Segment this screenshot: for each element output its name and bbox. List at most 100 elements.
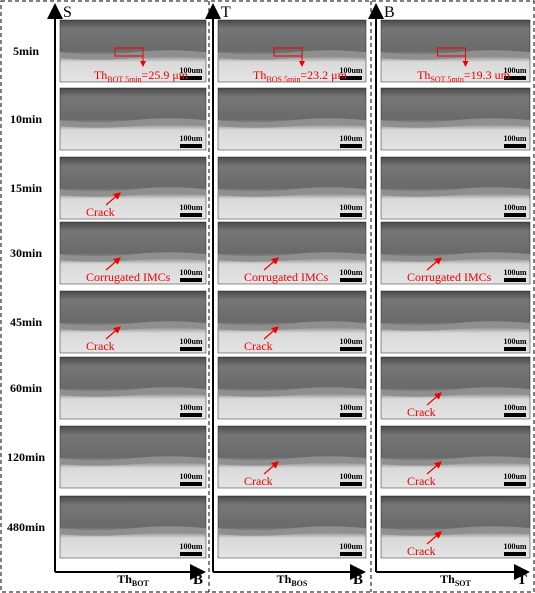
annotation-arrow: [426, 257, 442, 271]
imc-layer: [381, 187, 530, 197]
imc-layer: [60, 387, 206, 397]
row-label: 60min: [10, 381, 42, 395]
thickness-sub: BOT 5min: [107, 75, 141, 84]
imc-layer: [381, 387, 530, 397]
imc-layer: [381, 456, 530, 466]
scale-bar-label: 100um: [179, 134, 202, 143]
row-label: 10min: [10, 112, 42, 126]
scale-bar: [180, 213, 202, 217]
micrograph: [217, 87, 367, 151]
imc-layer: [218, 456, 366, 466]
scale-bar-label: 100um: [503, 203, 526, 212]
row-label: 30min: [10, 246, 42, 260]
scale-bar-label: 100um: [179, 203, 202, 212]
scale-bar: [340, 482, 362, 486]
scale-bar-label: 100um: [339, 203, 362, 212]
row-label: 45min: [10, 315, 42, 329]
imc-layer: [218, 118, 366, 128]
scale-bar-label: 100um: [503, 268, 526, 277]
axis-end-label: T: [517, 572, 527, 588]
row-label: 120min: [7, 450, 45, 464]
scale-bar: [340, 347, 362, 351]
scale-bar-label: 100um: [339, 66, 362, 75]
scale-bar-label: 100um: [503, 66, 526, 75]
axis-label: ThSOT: [440, 572, 471, 588]
scale-bar-label: 100um: [503, 542, 526, 551]
scale-bar: [504, 552, 526, 556]
scale-bar-label: 100um: [503, 472, 526, 481]
imc-layer: [60, 321, 206, 331]
imc-layer: [218, 187, 366, 197]
scale-bar: [504, 278, 526, 282]
axis-label: ThBOS: [277, 572, 308, 588]
scale-bar: [180, 482, 202, 486]
row-label: 15min: [10, 181, 42, 195]
imc-layer: [60, 456, 206, 466]
scale-bar: [504, 144, 526, 148]
thickness-main: Th: [94, 68, 107, 82]
scale-bar-label: 100um: [339, 268, 362, 277]
axis-label-main: Th: [277, 572, 292, 586]
scale-bar: [180, 278, 202, 282]
scale-bar: [180, 76, 202, 80]
annotation: Crack: [244, 339, 273, 353]
axis-end-label: B: [353, 572, 363, 588]
scale-bar: [340, 413, 362, 417]
axis-label-sub: BOS: [291, 579, 308, 588]
scale-bar-label: 100um: [179, 542, 202, 551]
annotation-arrow: [263, 326, 279, 340]
axis-top-label: T: [221, 4, 231, 21]
annotation: Crack: [407, 544, 436, 558]
scale-bar-label: 100um: [179, 66, 202, 75]
axis-end-label: B: [193, 572, 203, 588]
scale-bar-label: 100um: [503, 134, 526, 143]
scale-bar-label: 100um: [179, 337, 202, 346]
axis-top-label: S: [63, 4, 72, 21]
imc-layer: [218, 321, 366, 331]
annotation: Crack: [244, 474, 273, 488]
imc-layer: [381, 321, 530, 331]
scale-bar-label: 100um: [179, 268, 202, 277]
axis-label-main: Th: [440, 572, 455, 586]
axis-label-sub: BOT: [132, 579, 150, 588]
scale-bar: [340, 213, 362, 217]
thickness-sub: SOT 5min: [430, 75, 463, 84]
thickness-value: =23.2 μm: [300, 68, 347, 82]
axis-top-label: B: [384, 4, 395, 21]
annotation-arrow: [426, 392, 442, 406]
scale-bar: [504, 76, 526, 80]
thickness-label: ThSOT 5min=19.3 um: [417, 68, 511, 84]
annotation: Crack: [86, 339, 115, 353]
scale-bar-label: 100um: [503, 337, 526, 346]
annotation-arrow: [263, 257, 279, 271]
annotation: Crack: [407, 474, 436, 488]
annotation-arrow: [105, 326, 121, 340]
scale-bar-label: 100um: [339, 472, 362, 481]
axis-label: ThBOT: [117, 572, 149, 588]
scale-bar-label: 100um: [339, 403, 362, 412]
annotation: Crack: [86, 205, 115, 219]
imc-layer: [218, 50, 366, 60]
annotation-arrow: [426, 461, 442, 475]
scale-bar: [340, 552, 362, 556]
imc-layer: [381, 526, 530, 536]
thickness-main: Th: [417, 68, 430, 82]
annotation-arrow: [426, 531, 442, 545]
scale-bar: [504, 482, 526, 486]
scale-bar: [504, 347, 526, 351]
row-label: 5min: [13, 44, 39, 58]
scale-bar-label: 100um: [339, 337, 362, 346]
imc-layer: [60, 50, 206, 60]
imc-layer: [381, 252, 530, 262]
imc-layer: [60, 187, 206, 197]
thickness-value: =19.3 um: [464, 68, 511, 82]
scale-bar: [180, 144, 202, 148]
imc-layer: [60, 252, 206, 262]
imc-layer: [60, 118, 206, 128]
row-label: 480min: [7, 520, 45, 534]
annotation-arrow: [105, 192, 121, 206]
thickness-main: Th: [253, 68, 266, 82]
annotation-arrow: [263, 461, 279, 475]
scale-bar: [180, 413, 202, 417]
